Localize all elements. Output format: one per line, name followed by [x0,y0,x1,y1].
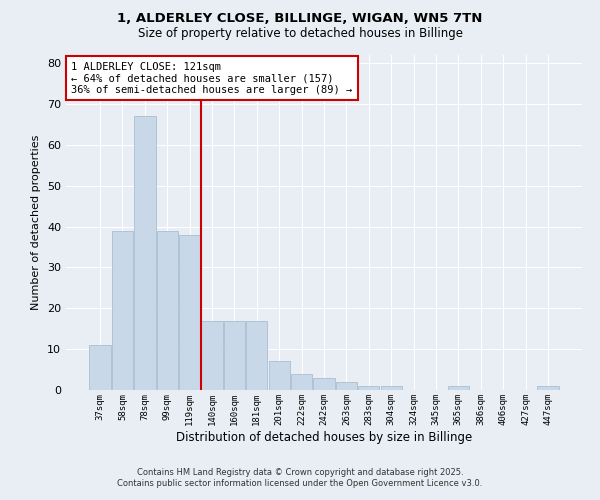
Bar [537,386,559,390]
Text: Contains HM Land Registry data © Crown copyright and database right 2025.
Contai: Contains HM Land Registry data © Crown c… [118,468,482,487]
Bar [134,116,155,390]
Bar [448,386,469,390]
Bar [179,235,200,390]
Bar [157,230,178,390]
Bar [112,230,133,390]
Bar [202,320,223,390]
Bar [291,374,312,390]
Bar [269,362,290,390]
X-axis label: Distribution of detached houses by size in Billinge: Distribution of detached houses by size … [176,430,472,444]
Bar [358,386,379,390]
Text: 1, ALDERLEY CLOSE, BILLINGE, WIGAN, WN5 7TN: 1, ALDERLEY CLOSE, BILLINGE, WIGAN, WN5 … [118,12,482,26]
Text: 1 ALDERLEY CLOSE: 121sqm
← 64% of detached houses are smaller (157)
36% of semi-: 1 ALDERLEY CLOSE: 121sqm ← 64% of detach… [71,62,352,95]
Bar [313,378,335,390]
Y-axis label: Number of detached properties: Number of detached properties [31,135,41,310]
Bar [246,320,268,390]
Bar [224,320,245,390]
Bar [380,386,402,390]
Bar [336,382,357,390]
Text: Size of property relative to detached houses in Billinge: Size of property relative to detached ho… [137,28,463,40]
Bar [89,345,111,390]
